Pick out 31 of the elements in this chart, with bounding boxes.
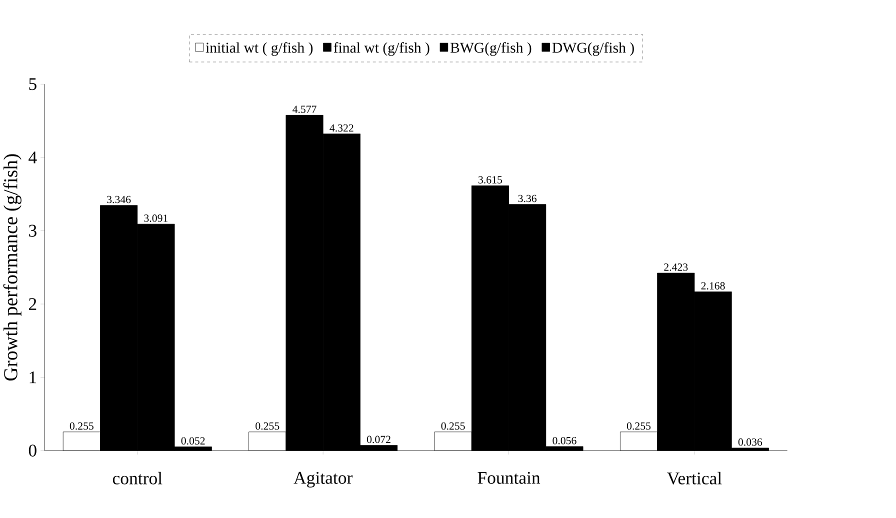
x-tick-label: Vertical bbox=[667, 472, 722, 485]
y-tick-label: 3 bbox=[29, 224, 36, 237]
data-label: 0.255 bbox=[626, 422, 651, 430]
legend-label: final wt (g/fish ) bbox=[334, 42, 430, 56]
y-tick-label: 4 bbox=[28, 152, 37, 164]
data-label: 0.255 bbox=[256, 422, 280, 430]
data-label: 0.072 bbox=[367, 436, 390, 444]
data-label: 3.346 bbox=[107, 196, 131, 204]
x-tick-label: Fountain bbox=[478, 472, 540, 484]
data-label: 0.036 bbox=[738, 438, 762, 446]
x-tick-label: control bbox=[112, 472, 162, 484]
y-axis-title: Growth performance (g/fish) bbox=[3, 154, 22, 381]
legend-label: initial wt ( g/fish ) bbox=[206, 42, 313, 56]
legend-label: BWG(g/fish ) bbox=[450, 42, 532, 56]
y-tick-label: 2 bbox=[29, 298, 36, 310]
legend-label: DWG(g/fish ) bbox=[552, 42, 634, 56]
data-label: 0.056 bbox=[552, 436, 576, 444]
data-label: 2.423 bbox=[664, 264, 688, 271]
data-label: 0.052 bbox=[181, 437, 205, 445]
data-label: 0.255 bbox=[441, 422, 465, 430]
data-label: 4.322 bbox=[330, 124, 354, 132]
data-label: 3.091 bbox=[144, 214, 168, 222]
data-label: 4.577 bbox=[292, 106, 316, 114]
data-label: 3.36 bbox=[518, 194, 537, 202]
y-tick-label: 5 bbox=[29, 78, 36, 90]
data-label: 3.615 bbox=[478, 176, 502, 184]
y-tick-label: 0 bbox=[28, 444, 36, 457]
y-tick-label: 1 bbox=[30, 371, 36, 384]
data-label: 0.255 bbox=[70, 422, 94, 430]
x-tick-label: Agitator bbox=[294, 472, 353, 488]
data-label: 2.168 bbox=[701, 282, 725, 290]
